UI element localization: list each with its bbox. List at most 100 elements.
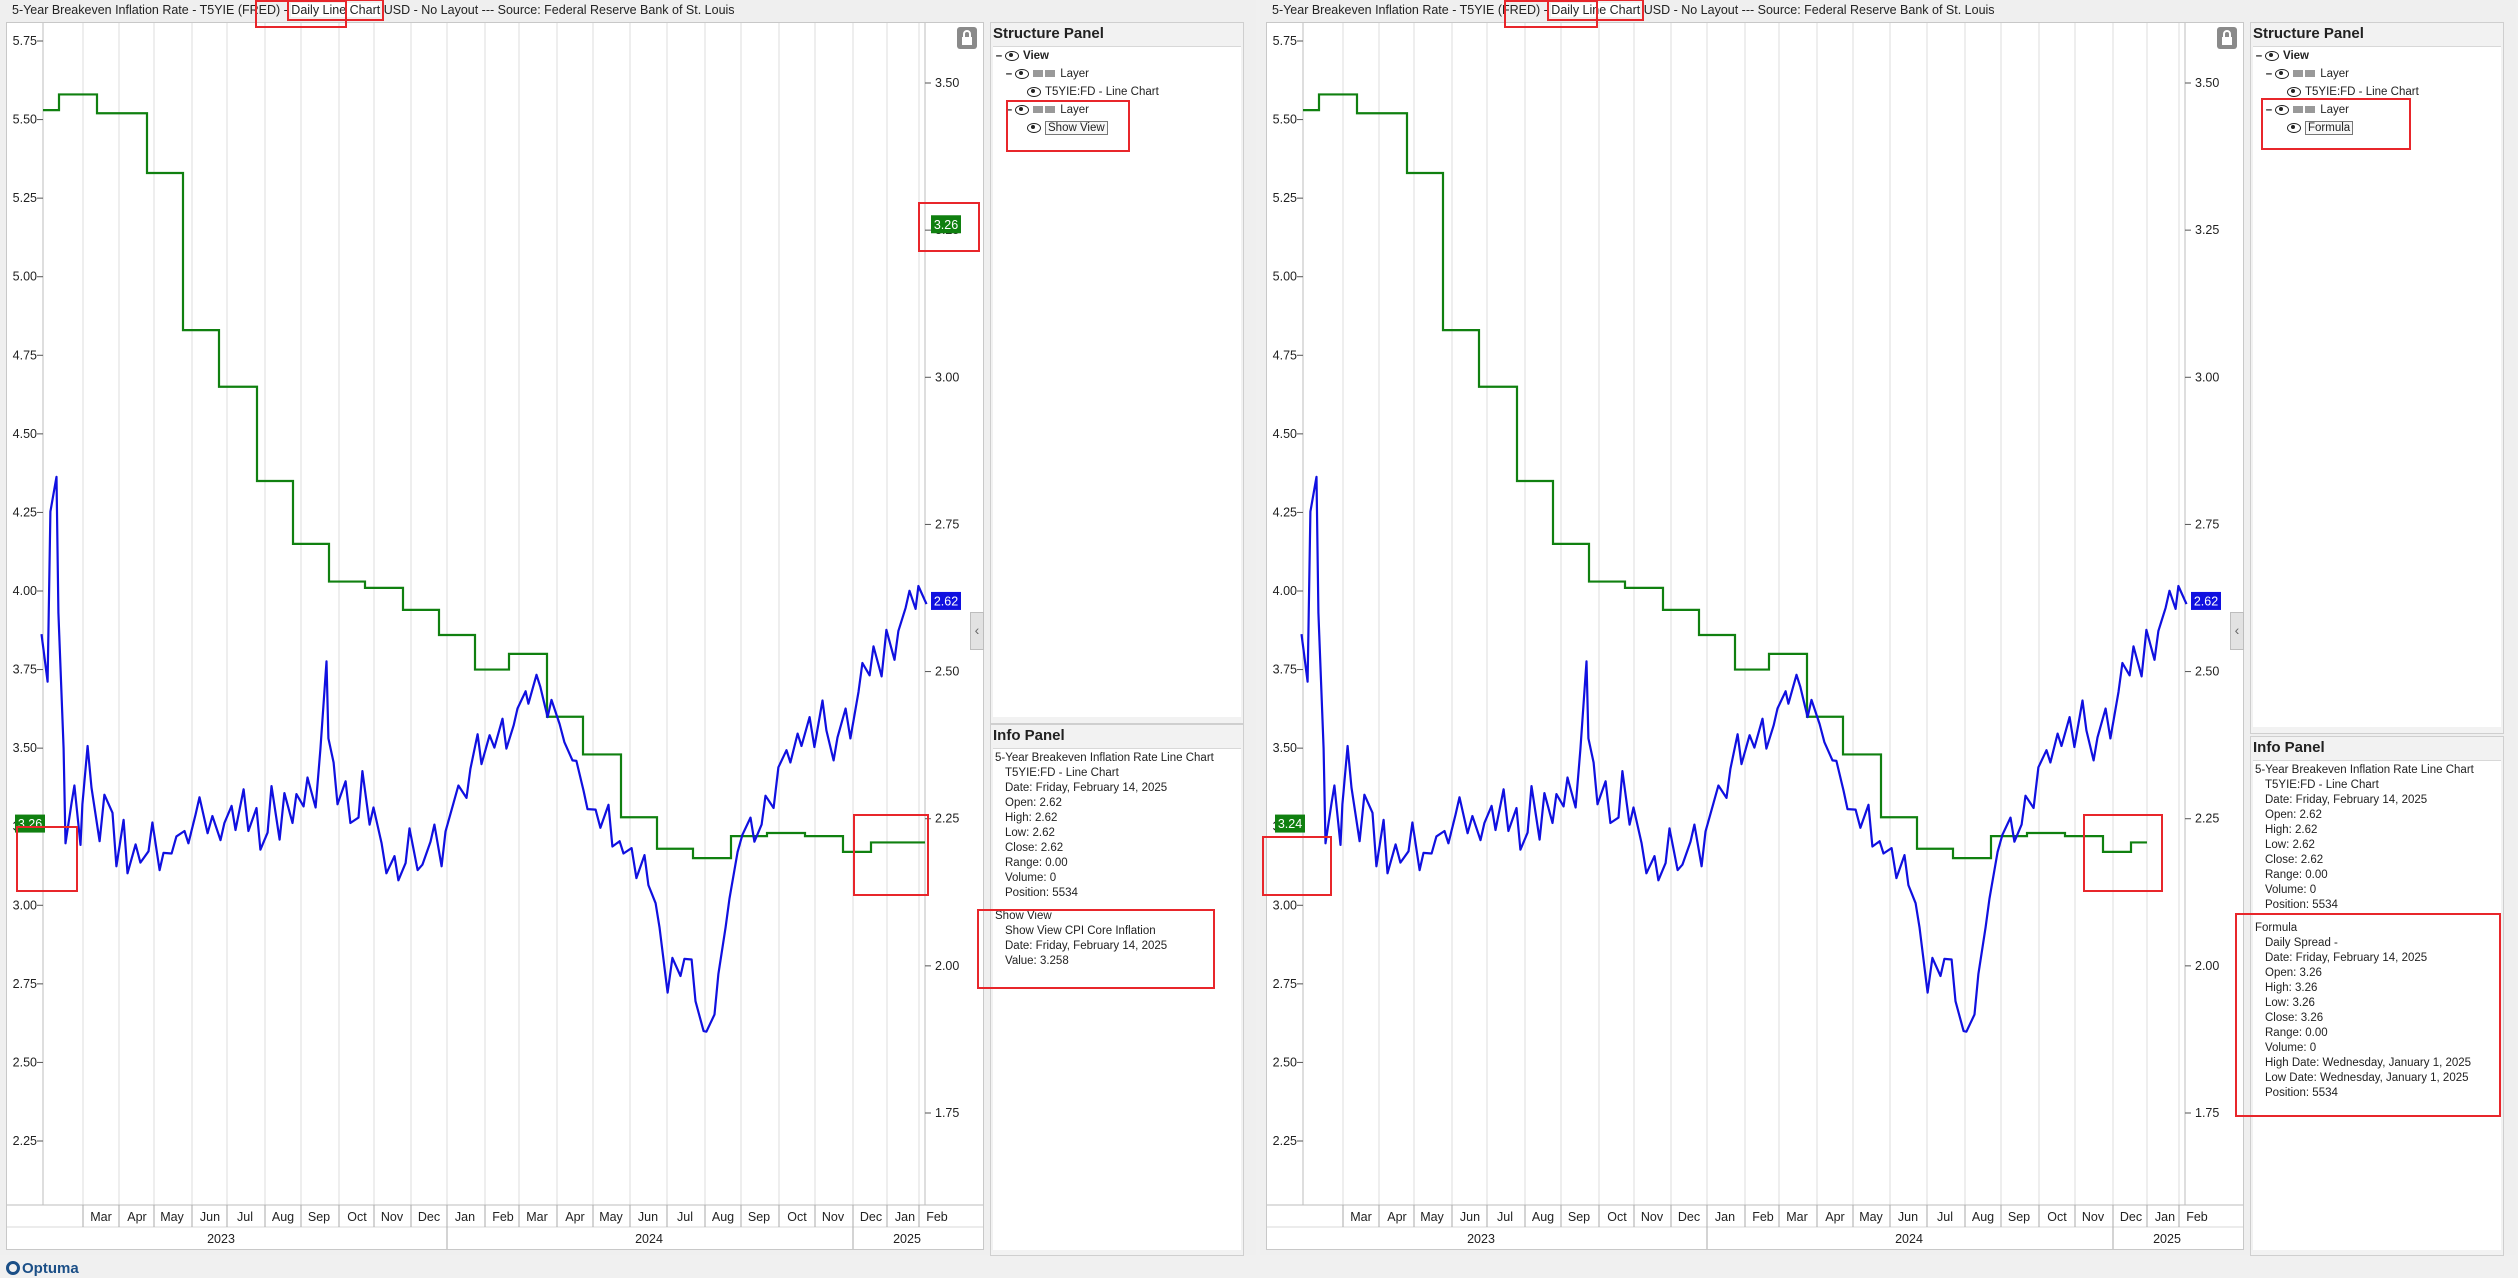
info-second-heading: Show View (995, 910, 1052, 922)
info-line: T5YIE:FD - Line Chart (2265, 779, 2379, 791)
x-axis-month-label: Oct (787, 1210, 807, 1224)
chart-title: 5-Year Breakeven Inflation Rate - T5YIE … (12, 0, 735, 21)
x-axis-month-label: Jul (237, 1210, 253, 1224)
x-axis-month-label: Jun (1898, 1210, 1918, 1224)
tree-item-view[interactable]: – View (2255, 50, 2309, 62)
info-panel: Info Panel 5-Year Breakeven Inflation Ra… (990, 724, 1244, 1256)
x-axis-year-label: 2024 (635, 1232, 663, 1246)
x-axis-month-label: Jun (1460, 1210, 1480, 1224)
chart-area[interactable]: 5.75 5.50 5.25 5.00 4.75 4.50 4.25 4.00 3.75 3.50… (1266, 22, 2244, 1250)
chart-title-highlight: Daily Line Chart (1547, 0, 1645, 21)
x-axis-month-label: May (1859, 1210, 1883, 1224)
chart-title-prefix: 5-Year Breakeven Inflation Rate - T5YIE … (1272, 3, 1552, 17)
lock-icon[interactable] (2216, 26, 2238, 50)
info-line: Close: 2.62 (2265, 854, 2324, 866)
collapse-panel-icon[interactable]: ‹ (970, 612, 984, 650)
eye-icon[interactable] (2265, 50, 2279, 61)
x-axis-month-label: Feb (1752, 1210, 1774, 1224)
structure-tree: – View – Layer T5YIE:FD - Line Chart – La… (2253, 46, 2501, 727)
x-axis-year-label: 2023 (1467, 1232, 1495, 1246)
x-axis-month-label: Sep (308, 1210, 330, 1224)
right-axis-tick-label: 2.00 (935, 959, 959, 973)
x-axis-month-label: Sep (748, 1210, 770, 1224)
x-axis-year-label: 2025 (893, 1232, 921, 1246)
lock-small-icon[interactable] (2305, 70, 2315, 78)
structure-panel: Structure Panel – View – Layer T5YIE:FD -… (990, 22, 1244, 724)
highlight-box-info (2235, 913, 2501, 1117)
tree-item-view[interactable]: – View (995, 50, 1049, 62)
blue-series-line (1300, 475, 2188, 1033)
x-axis-month-label: Dec (418, 1210, 440, 1224)
info-panel-title: Info Panel (2253, 739, 2325, 756)
info-line: Low: 2.62 (2265, 839, 2315, 851)
chart-area[interactable]: 5.75 5.50 5.25 5.00 4.75 4.50 4.25 4.00 3.75 3.50… (6, 22, 984, 1250)
lock-small-icon[interactable] (1045, 106, 1055, 114)
chart-svg[interactable]: 5.75 5.50 5.25 5.00 4.75 4.50 4.25 4.00 3.75 3.50… (1267, 23, 2243, 1249)
blue-last-value-badge (931, 591, 961, 610)
lock-icon[interactable] (956, 26, 978, 50)
x-axis-month-label: Sep (2008, 1210, 2030, 1224)
info-panel-body: 5-Year Breakeven Inflation Rate Line Cha… (993, 748, 1241, 1250)
info-line: Volume: 0 (2265, 1042, 2317, 1054)
eye-icon[interactable] (1027, 122, 1041, 133)
chart-svg[interactable]: 5.75 5.50 5.25 5.00 4.75 4.50 4.25 4.00 3.75 3.50… (7, 23, 983, 1249)
eye-icon[interactable] (2275, 68, 2289, 79)
lock-small-icon[interactable] (1045, 70, 1055, 78)
highlight-box-structure (1006, 100, 1130, 152)
x-axis-month-label: Oct (347, 1210, 367, 1224)
left-axis-tick-label: 3.00 (13, 898, 37, 912)
x-axis-month-label: Nov (822, 1210, 845, 1224)
left-axis-tick-label: 4.75 (1273, 348, 1297, 362)
info-main-heading: 5-Year Breakeven Inflation Rate Line Cha… (995, 752, 1214, 764)
x-axis-month-label: Feb (926, 1210, 948, 1224)
x-axis-month-label: Oct (1607, 1210, 1627, 1224)
left-axis-tick-label: 2.75 (13, 977, 37, 991)
eye-icon[interactable] (1015, 68, 1029, 79)
eye-icon[interactable] (2287, 86, 2301, 97)
lock-small-icon[interactable] (2305, 106, 2315, 114)
tree-item-line-chart[interactable]: T5YIE:FD - Line Chart (993, 83, 1241, 101)
info-line: High: 2.62 (1005, 812, 1058, 824)
right-axis-tick-label: 3.50 (2195, 76, 2219, 90)
tree-item-layer1[interactable]: – Layer (2265, 68, 2349, 80)
eye-icon[interactable] (2275, 104, 2289, 115)
eye-icon[interactable] (1005, 50, 1019, 61)
left-axis-tick-label: 4.25 (13, 505, 37, 519)
layer-icon (2293, 70, 2303, 78)
tree-item-layer1[interactable]: – Layer (1005, 68, 1089, 80)
tree-item-layer2[interactable]: – Layer (1005, 104, 1089, 116)
chart-title-highlight: Daily Line Chart (287, 0, 385, 21)
info-panel-title: Info Panel (993, 727, 1065, 744)
x-axis-month-label: Jan (895, 1210, 915, 1224)
info-line: High Date: Wednesday, January 1, 2025 (2265, 1057, 2472, 1069)
tree-item-layer2[interactable]: – Layer (2265, 104, 2349, 116)
left-axis-tick-label: 2.50 (1273, 1055, 1297, 1069)
left-axis-tick-label: 4.25 (1273, 505, 1297, 519)
left-axis-tick-label: 2.75 (1273, 977, 1297, 991)
x-axis-month-label: Mar (526, 1210, 548, 1224)
right-axis-tick-label: 1.75 (935, 1106, 959, 1120)
left-axis-tick-label: 5.50 (1273, 113, 1297, 127)
x-axis-month-label: Apr (565, 1210, 584, 1224)
left-axis-tick-label: 3.75 (13, 663, 37, 677)
right-axis-tick-label: 2.75 (935, 517, 959, 531)
tree-item-line-chart[interactable]: T5YIE:FD - Line Chart (2253, 83, 2501, 101)
left-axis-tick-label: 5.00 (1273, 270, 1297, 284)
info-line: Open: 3.26 (2265, 967, 2322, 979)
tree-item-show-view[interactable]: Show View (993, 119, 1241, 137)
eye-icon[interactable] (1015, 104, 1029, 115)
collapse-panel-icon[interactable]: ‹ (2230, 612, 2244, 650)
left-axis-tick-label: 3.50 (1273, 741, 1297, 755)
eye-icon[interactable] (2287, 122, 2301, 133)
right-axis-tick-label: 3.00 (935, 370, 959, 384)
info-line: Date: Friday, February 14, 2025 (1005, 940, 1168, 952)
right-axis-tick-label: 2.25 (935, 812, 959, 826)
right-axis-tick-label: 3.25 (2195, 223, 2219, 237)
structure-panel-title: Structure Panel (993, 25, 1104, 42)
x-axis-month-label: Jun (638, 1210, 658, 1224)
x-axis-month-label: May (160, 1210, 184, 1224)
info-line: Value: 3.258 (1005, 955, 1069, 967)
tree-item-formula[interactable]: Formula (2253, 119, 2501, 137)
x-axis-month-label: Dec (2120, 1210, 2142, 1224)
eye-icon[interactable] (1027, 86, 1041, 97)
